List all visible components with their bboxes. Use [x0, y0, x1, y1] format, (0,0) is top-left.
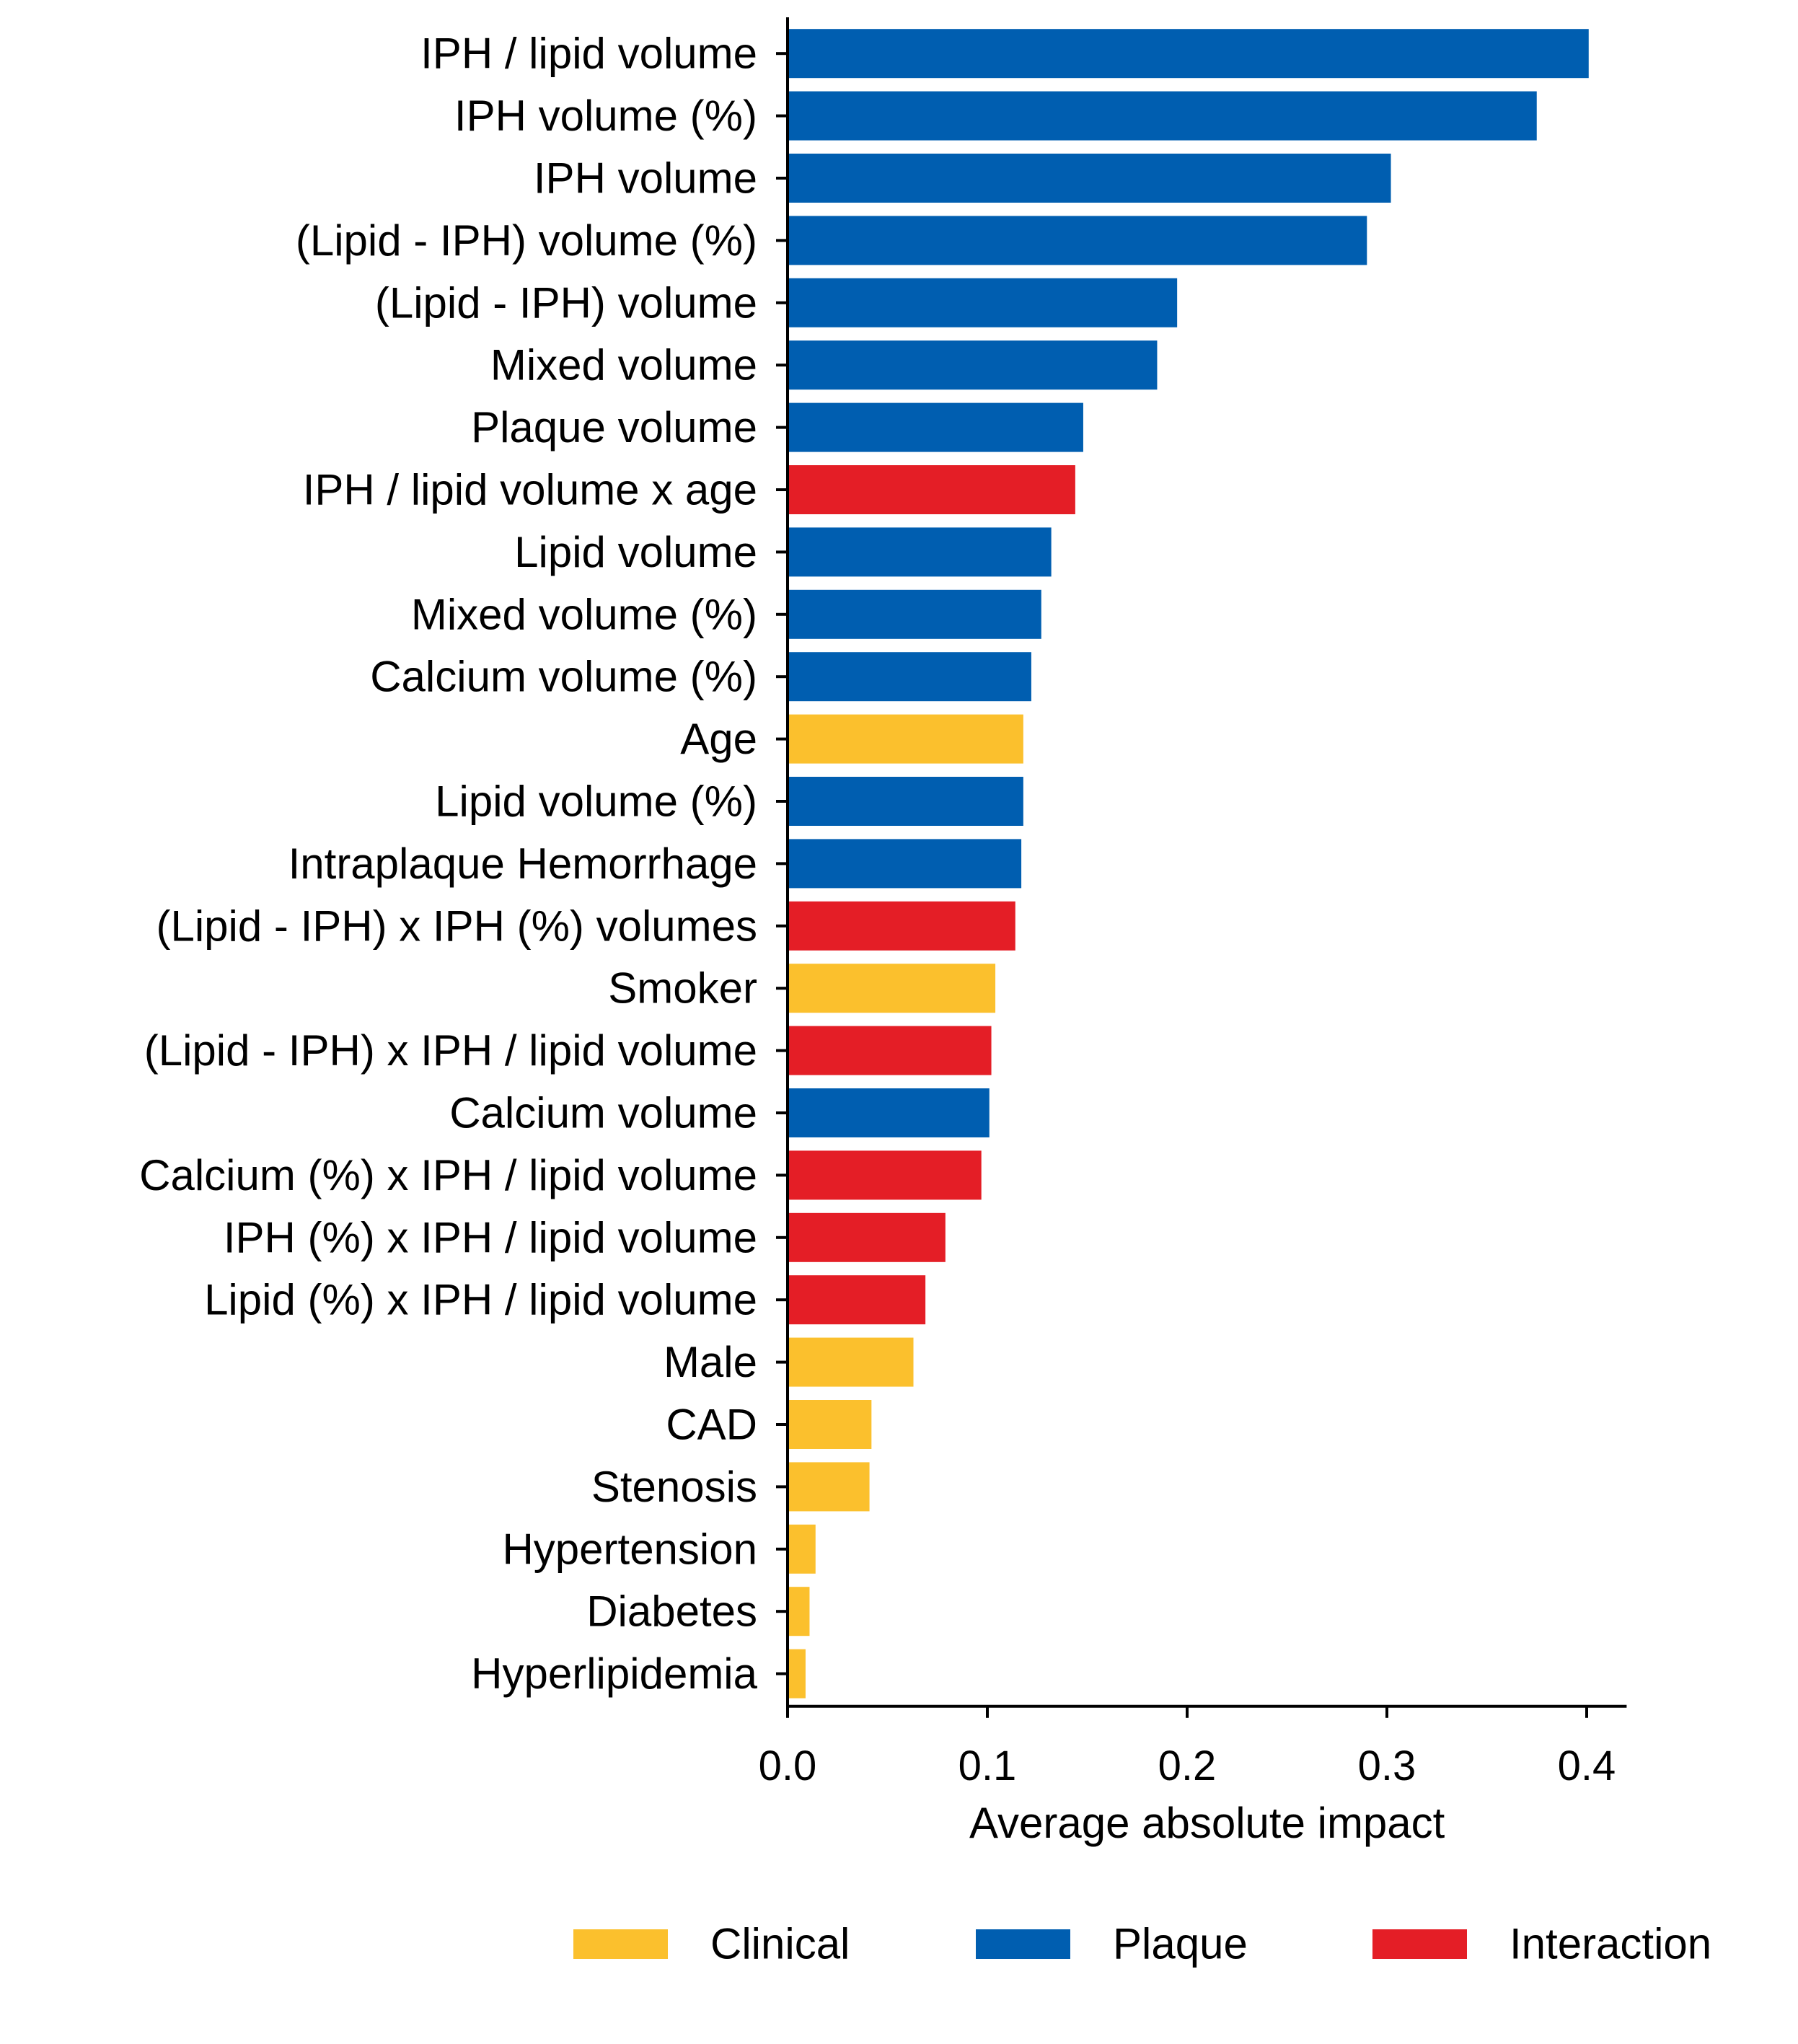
y-tick-label-intraplaque-hemorrhage: Intraplaque Hemorrhage	[288, 840, 757, 888]
y-tick-label-lipid-iph-x-iph-lipid-volume: (Lipid - IPH) x IPH / lipid volume	[144, 1026, 757, 1075]
bar-mixed-volume	[788, 340, 1158, 390]
y-tick-label-iph-volume: IPH volume (%)	[454, 92, 757, 140]
bar-male	[788, 1337, 914, 1387]
x-tick-label-1: 0.1	[959, 1743, 1017, 1789]
legend: Clinical Plaque Interaction	[573, 1920, 1711, 1968]
legend-swatch-clinical	[573, 1929, 668, 1959]
y-tick-label-cad: CAD	[666, 1401, 757, 1449]
bar-lipid-iph-volume	[788, 278, 1178, 327]
bar-iph-volume	[788, 154, 1391, 203]
y-tick-label-iph-lipid-volume-x-age: IPH / lipid volume x age	[303, 466, 757, 514]
y-tick-label-lipid-iph-volume: (Lipid - IPH) volume (%)	[296, 216, 757, 265]
y-tick-label-lipid-x-iph-lipid-volume: Lipid (%) x IPH / lipid volume	[204, 1276, 757, 1324]
y-tick-label-iph-x-iph-lipid-volume: IPH (%) x IPH / lipid volume	[224, 1213, 757, 1261]
y-tick-label-calcium-volume: Calcium volume (%)	[370, 653, 757, 701]
x-tick-label-3: 0.3	[1358, 1743, 1416, 1789]
y-tick-label-calcium-x-iph-lipid-volume: Calcium (%) x IPH / lipid volume	[139, 1151, 757, 1199]
bar-calcium-volume	[788, 652, 1031, 702]
bar-iph-lipid-volume	[788, 29, 1589, 79]
y-tick-label-smoker: Smoker	[608, 964, 757, 1013]
legend-label-interaction: Interaction	[1510, 1920, 1711, 1968]
x-ticks: 0.0 0.1 0.2 0.3 0.4	[759, 1706, 1616, 1789]
bars-group	[788, 29, 1589, 1699]
bar-hypertension	[788, 1524, 816, 1574]
bar-smoker	[788, 964, 996, 1013]
y-tick-label-hypertension: Hypertension	[502, 1525, 757, 1573]
legend-swatch-interaction	[1372, 1929, 1467, 1959]
bar-mixed-volume	[788, 589, 1041, 639]
x-axis-label: Average absolute impact	[969, 1799, 1445, 1847]
legend-swatch-plaque	[976, 1929, 1070, 1959]
bar-iph-lipid-volume-x-age	[788, 465, 1075, 514]
y-tick-label-iph-volume: IPH volume	[534, 154, 757, 203]
bar-lipid-iph-volume	[788, 216, 1367, 265]
y-tick-label-calcium-volume: Calcium volume	[449, 1089, 757, 1137]
y-tick-label-age: Age	[680, 715, 757, 763]
y-tick-label-mixed-volume: Mixed volume	[490, 341, 757, 389]
y-tick-label-lipid-volume: Lipid volume (%)	[435, 777, 757, 826]
bar-stenosis	[788, 1462, 870, 1512]
x-tick-label-0: 0.0	[759, 1743, 817, 1789]
bar-hyperlipidemia	[788, 1649, 806, 1699]
y-tick-label-hyperlipidemia: Hyperlipidemia	[471, 1649, 757, 1698]
bar-lipid-volume	[788, 777, 1023, 826]
y-tick-label-lipid-volume: Lipid volume	[514, 528, 757, 576]
bar-lipid-x-iph-lipid-volume	[788, 1275, 926, 1325]
y-tick-label-iph-lipid-volume: IPH / lipid volume	[420, 30, 757, 78]
x-tick-label-2: 0.2	[1158, 1743, 1217, 1789]
bar-calcium-x-iph-lipid-volume	[788, 1150, 982, 1200]
y-tick-label-lipid-iph-x-iph-volumes: (Lipid - IPH) x IPH (%) volumes	[157, 902, 758, 950]
bar-diabetes	[788, 1587, 810, 1636]
legend-label-clinical: Clinical	[710, 1920, 850, 1968]
bar-lipid-volume	[788, 527, 1052, 577]
legend-label-plaque: Plaque	[1113, 1920, 1248, 1968]
bar-age	[788, 714, 1023, 764]
bar-iph-x-iph-lipid-volume	[788, 1212, 946, 1262]
y-tick-label-lipid-iph-volume: (Lipid - IPH) volume	[375, 278, 757, 327]
y-tick-labels: IPH / lipid volume IPH volume (%) IPH volu…	[139, 30, 758, 1698]
bar-calcium-volume	[788, 1088, 990, 1137]
bar-lipid-iph-x-iph-volumes	[788, 901, 1015, 951]
y-ticks	[776, 52, 788, 1675]
bar-intraplaque-hemorrhage	[788, 839, 1022, 889]
bar-plaque-volume	[788, 402, 1083, 452]
x-tick-label-4: 0.4	[1558, 1743, 1616, 1789]
bar-lipid-iph-x-iph-lipid-volume	[788, 1026, 992, 1075]
y-tick-label-stenosis: Stenosis	[591, 1463, 757, 1511]
y-tick-label-diabetes: Diabetes	[586, 1587, 757, 1636]
bar-iph-volume	[788, 91, 1537, 141]
y-tick-label-mixed-volume: Mixed volume (%)	[411, 590, 757, 638]
y-tick-label-plaque-volume: Plaque volume	[471, 403, 757, 451]
bar-cad	[788, 1400, 872, 1449]
y-tick-label-male: Male	[664, 1338, 757, 1386]
